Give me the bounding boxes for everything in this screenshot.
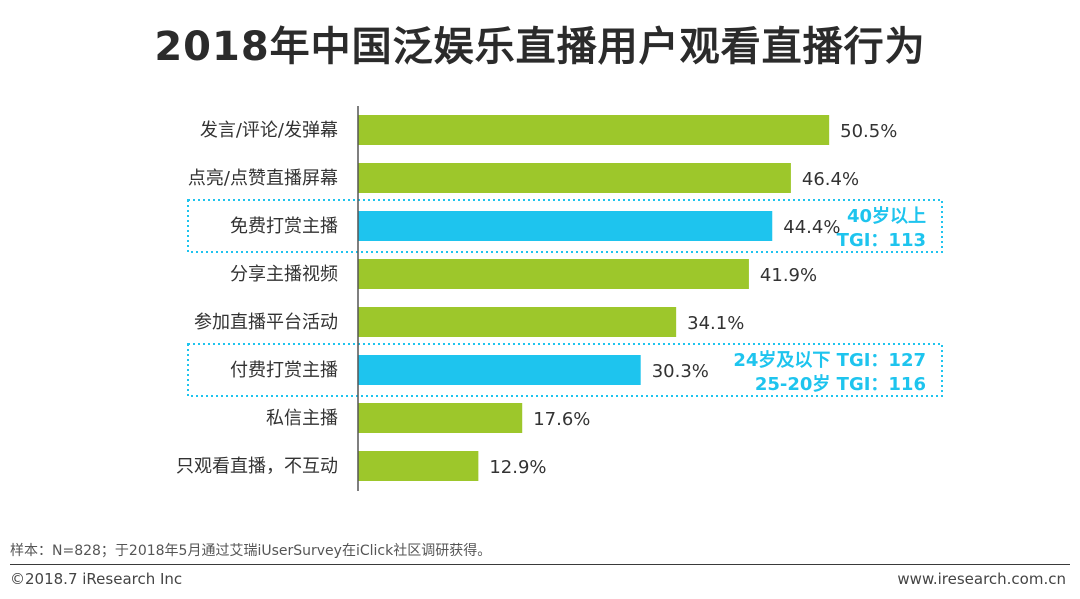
bar (358, 451, 479, 481)
bar (358, 259, 749, 289)
data-label: 34.1% (687, 313, 744, 334)
bar (358, 403, 523, 433)
category-label: 分享主播视频 (230, 264, 338, 285)
footer-divider (10, 564, 1070, 565)
category-label: 免费打赏主播 (230, 216, 338, 237)
data-label: 44.4% (783, 217, 840, 238)
annotation-text: 40岁以上 (847, 205, 926, 227)
category-label: 参加直播平台活动 (194, 312, 338, 333)
annotation-text: TGI：113 (837, 230, 926, 251)
website-url: www.iresearch.com.cn (897, 570, 1066, 588)
bar (358, 211, 773, 241)
copyright-text: ©2018.7 iResearch Inc (10, 570, 183, 588)
highlight-box (187, 199, 943, 253)
category-label: 私信主播 (266, 408, 338, 429)
category-label: 只观看直播，不互动 (176, 456, 338, 477)
data-label: 46.4% (802, 169, 859, 190)
category-label: 发言/评论/发弹幕 (200, 120, 338, 141)
bar (358, 355, 641, 385)
data-label: 17.6% (533, 409, 590, 430)
bar-chart: 发言/评论/发弹幕 50.5% 点亮/点赞直播屏幕 46.4% 免费打赏主播 44.4% 分… (176, 106, 943, 491)
category-label: 付费打赏主播 (230, 360, 338, 381)
chart-title: 2018年中国泛娱乐直播用户观看直播行为 (154, 24, 926, 70)
data-label: 41.9% (760, 265, 817, 286)
category-label: 点亮/点赞直播屏幕 (188, 168, 338, 189)
sample-note: 样本：N=828；于2018年5月通过艾瑞iUserSurvey在iClick社… (10, 543, 492, 559)
bar (358, 115, 830, 145)
highlight-box (187, 343, 943, 397)
annotation-text: 25-20岁 TGI：116 (755, 373, 926, 395)
data-label: 30.3% (652, 361, 709, 382)
annotation-text: 24岁及以下 TGI：127 (733, 349, 926, 371)
bar (358, 163, 791, 193)
data-label: 50.5% (840, 121, 897, 142)
data-label: 12.9% (489, 457, 546, 478)
bar (358, 307, 677, 337)
